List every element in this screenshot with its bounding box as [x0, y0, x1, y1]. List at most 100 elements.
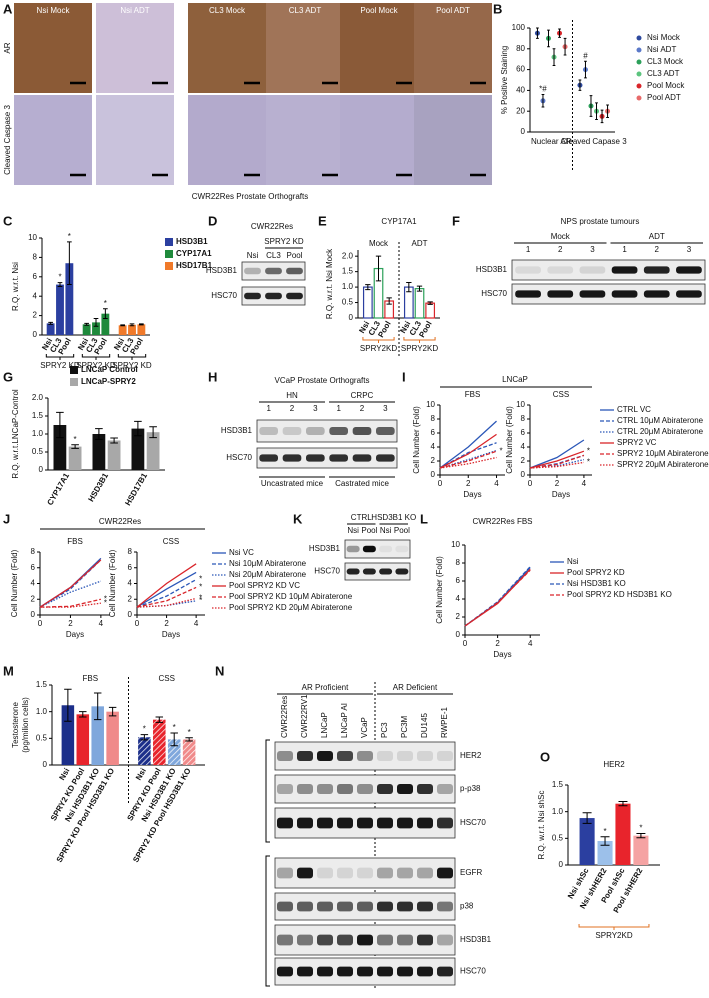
band — [676, 266, 702, 274]
row-label: HSD3B1 — [309, 544, 341, 553]
y-axis-label: R.Q. w.r.t.LNCaP-Control — [11, 389, 20, 479]
error-bar — [416, 285, 423, 292]
column-header: CL3 Mock — [209, 6, 246, 15]
bar — [137, 324, 146, 335]
significance: * — [104, 299, 107, 308]
legend-label: Pool ADT — [647, 93, 681, 102]
legend-label: Nsi 10μM Abiraterone — [229, 559, 307, 568]
y-tick-label: 6 — [431, 428, 436, 437]
legend-label: SPRY2 20μM Abiraterone — [617, 460, 709, 469]
error-bar — [120, 324, 125, 327]
y-axis-label: R.Q. w.r.t. Nsi — [11, 262, 20, 311]
y-tick-label: 20 — [516, 106, 525, 115]
band — [417, 750, 433, 762]
band — [397, 817, 413, 829]
legend-label: Pool SPRY2 KD — [567, 568, 625, 577]
band — [397, 867, 413, 879]
legend-label: Pool Mock — [647, 81, 685, 90]
band — [397, 783, 413, 795]
lane-label: LNCaP — [320, 712, 329, 738]
legend-swatch — [636, 59, 642, 65]
band — [277, 901, 293, 912]
lane-label: 1 — [622, 245, 627, 254]
bar — [92, 322, 100, 335]
y-tick-label: 8 — [456, 558, 461, 567]
legend-label: CTRL 10μM Abiraterone — [617, 416, 704, 425]
panel-title: LNCaP — [502, 375, 528, 384]
chart-title: FBS — [67, 537, 83, 546]
y-axis-label: (pg/milion cells) — [21, 697, 30, 753]
lane-label: RWPE-1 — [440, 706, 449, 738]
significance: * — [104, 598, 107, 607]
series-line — [39, 598, 102, 608]
y-tick-label: 4 — [33, 291, 38, 300]
micrograph — [96, 95, 174, 185]
bar — [61, 705, 75, 765]
band — [643, 266, 670, 274]
band — [265, 292, 282, 300]
bar — [128, 324, 136, 335]
error-bar — [578, 79, 582, 91]
chart-title: CSS — [163, 537, 179, 546]
band — [277, 867, 293, 879]
group-label: FBS — [82, 674, 98, 683]
y-axis-label: Cell Number (Fold) — [435, 556, 444, 624]
series-line — [529, 450, 585, 469]
band — [437, 750, 453, 762]
y-tick-label: 2 — [33, 311, 38, 320]
x-tick-label: 0 — [438, 479, 443, 488]
series-line — [529, 439, 585, 469]
row-label: HSC70 — [460, 818, 486, 827]
lane-label: 3 — [687, 245, 692, 254]
error-bar — [558, 28, 561, 38]
x-tick-label: Cleaved Capase 3 — [561, 137, 627, 146]
y-tick-label: 1.0 — [32, 429, 44, 438]
legend-label: CL3 ADT — [647, 69, 680, 78]
y-tick-label: 60 — [516, 65, 525, 74]
band — [417, 783, 433, 795]
band — [547, 290, 574, 298]
band — [282, 427, 302, 435]
y-tick-label: 6 — [31, 563, 36, 572]
y-axis-label: Cell Number (Fold) — [505, 406, 514, 474]
significance: * — [173, 723, 176, 732]
y-tick-label: 0 — [31, 610, 36, 619]
y-axis-label: % Positive Staining — [500, 46, 509, 114]
band — [317, 901, 333, 912]
blot-strip — [511, 259, 706, 281]
legend-swatch — [165, 238, 173, 246]
row-label: Cleaved Caspase 3 — [3, 105, 12, 175]
significance: * — [639, 824, 642, 833]
x-tick-label: 4 — [582, 479, 587, 488]
lane-group: ADT — [649, 232, 665, 241]
lane-label: 2 — [558, 245, 563, 254]
y-tick-label: 0.5 — [552, 833, 564, 842]
bar — [68, 446, 82, 470]
micrograph — [188, 3, 266, 93]
band — [297, 783, 313, 795]
panel-label: F — [452, 213, 460, 228]
y-tick-label: 2 — [431, 456, 436, 465]
blot-strip — [511, 283, 706, 305]
band — [376, 454, 395, 462]
legend-label: Pool SPRY2 KD HSD3B1 KO — [567, 590, 672, 599]
micrograph — [266, 95, 344, 185]
band — [329, 454, 348, 462]
series-line — [529, 461, 585, 469]
row-label: HSC70 — [481, 289, 507, 298]
lane-label: 3 — [313, 404, 318, 413]
bar — [82, 324, 91, 335]
bar — [131, 428, 145, 470]
error-bar — [552, 48, 556, 66]
lane-label: 1 — [266, 404, 271, 413]
row-label: HSD3B1 — [206, 266, 238, 275]
y-tick-label: 10 — [516, 400, 525, 409]
micrograph — [266, 3, 344, 93]
bar — [46, 323, 55, 335]
series-line — [39, 559, 102, 608]
bar — [597, 841, 613, 865]
series-line — [136, 578, 197, 608]
series-line — [464, 569, 531, 627]
band — [397, 901, 413, 912]
group-label: ADT — [412, 239, 428, 248]
